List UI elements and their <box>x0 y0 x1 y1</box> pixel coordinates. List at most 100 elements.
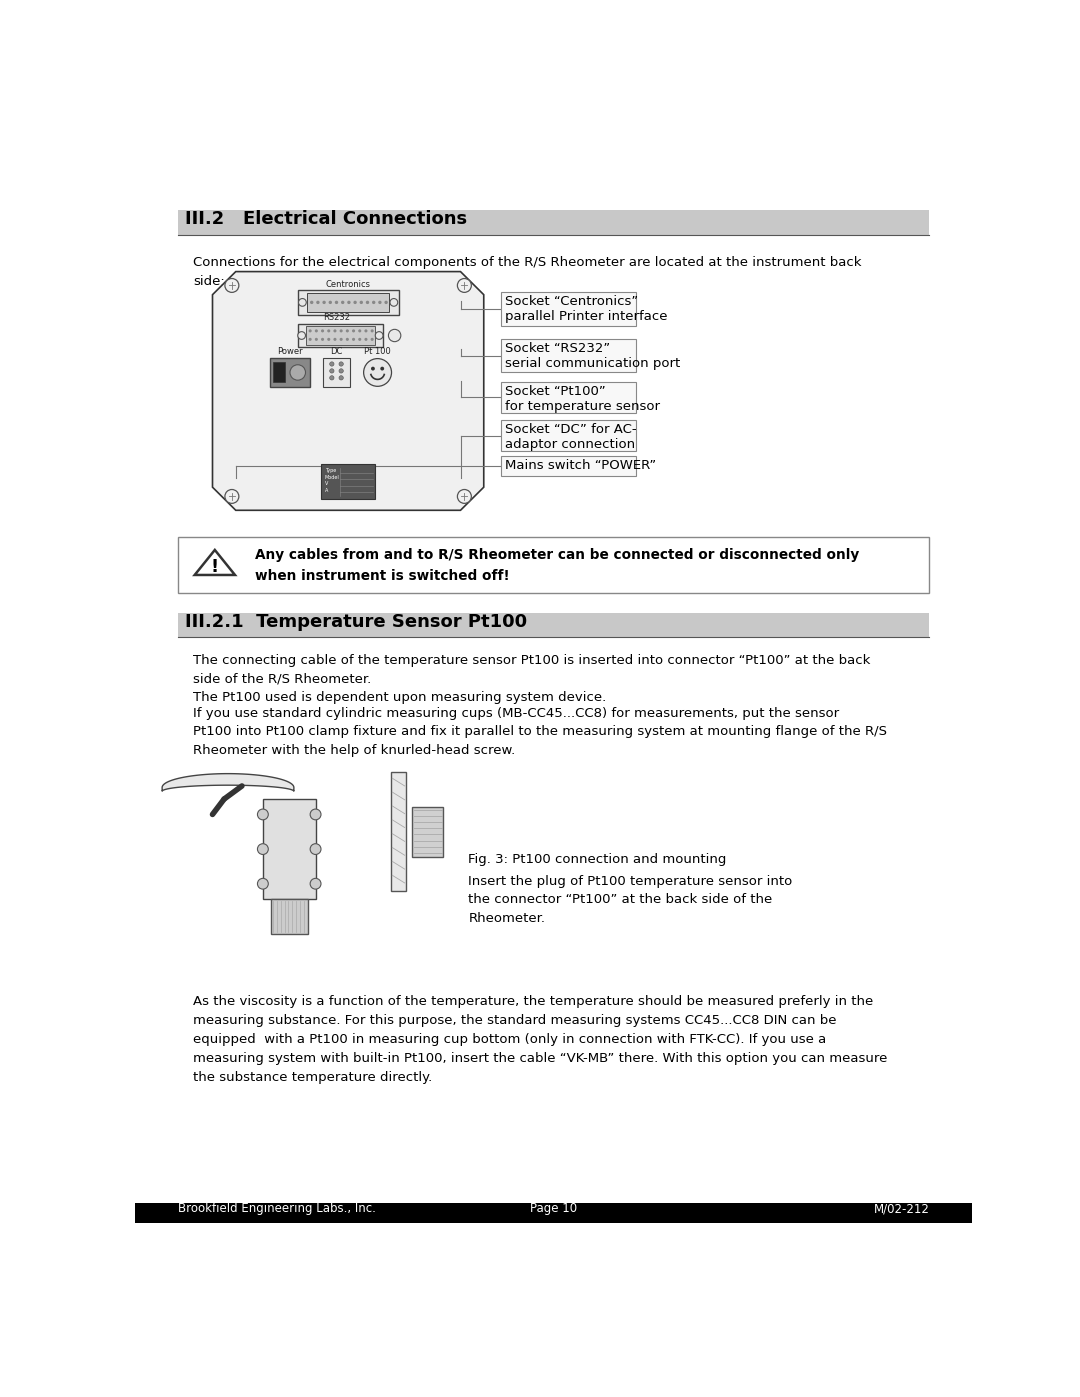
Circle shape <box>372 366 375 370</box>
Circle shape <box>352 338 355 341</box>
Text: Mains switch “POWER”: Mains switch “POWER” <box>504 460 656 472</box>
Circle shape <box>334 330 337 332</box>
Circle shape <box>347 300 351 305</box>
Circle shape <box>390 299 397 306</box>
Circle shape <box>359 330 362 332</box>
Text: Socket “DC” for AC-
adaptor connection: Socket “DC” for AC- adaptor connection <box>504 423 636 451</box>
Text: RS232: RS232 <box>323 313 350 323</box>
Text: Type
Model
V
A: Type Model V A <box>325 468 339 493</box>
Circle shape <box>327 330 330 332</box>
Polygon shape <box>162 774 294 791</box>
Circle shape <box>225 278 239 292</box>
Circle shape <box>309 338 312 341</box>
Circle shape <box>384 300 388 305</box>
Polygon shape <box>213 271 484 510</box>
Bar <box>413 806 444 856</box>
Circle shape <box>329 376 334 380</box>
Circle shape <box>341 300 345 305</box>
Bar <box>501 292 636 327</box>
Circle shape <box>364 338 367 341</box>
Bar <box>306 327 375 345</box>
Text: Pt 100: Pt 100 <box>364 348 391 356</box>
Circle shape <box>339 338 342 341</box>
Circle shape <box>378 300 381 305</box>
Bar <box>323 358 350 387</box>
Text: Socket “RS232”
serial communication port: Socket “RS232” serial communication port <box>504 342 680 370</box>
Text: The connecting cable of the temperature sensor Pt100 is inserted into connector : The connecting cable of the temperature … <box>193 654 870 704</box>
Circle shape <box>458 278 471 292</box>
Text: As the viscosity is a function of the temperature, the temperature should be mea: As the viscosity is a function of the te… <box>193 996 888 1084</box>
Bar <box>262 799 315 900</box>
Text: If you use standard cylindric measuring cups (MB-CC45...CC8) for measurements, p: If you use standard cylindric measuring … <box>193 707 887 757</box>
Circle shape <box>257 809 268 820</box>
Circle shape <box>366 300 369 305</box>
Text: Centronics: Centronics <box>326 279 370 289</box>
Bar <box>501 457 636 476</box>
Bar <box>135 1203 972 1222</box>
Circle shape <box>372 300 376 305</box>
Circle shape <box>310 809 321 820</box>
Bar <box>271 900 308 933</box>
Circle shape <box>310 879 321 888</box>
Circle shape <box>346 330 349 332</box>
Bar <box>501 338 636 373</box>
Circle shape <box>334 338 337 341</box>
Text: Fig. 3: Pt100 connection and mounting: Fig. 3: Pt100 connection and mounting <box>469 854 727 866</box>
Text: Socket “Pt100”
for temperature sensor: Socket “Pt100” for temperature sensor <box>504 384 660 412</box>
Circle shape <box>360 300 363 305</box>
Bar <box>501 381 636 412</box>
Text: III.2.1  Temperature Sensor Pt100: III.2.1 Temperature Sensor Pt100 <box>186 613 527 631</box>
Circle shape <box>353 300 356 305</box>
Text: DC: DC <box>330 348 342 356</box>
Circle shape <box>309 330 312 332</box>
Circle shape <box>352 330 355 332</box>
Text: !: ! <box>211 557 219 576</box>
Text: Insert the plug of Pt100 temperature sensor into
the connector “Pt100” at the ba: Insert the plug of Pt100 temperature sen… <box>469 875 793 925</box>
Circle shape <box>329 362 334 366</box>
Circle shape <box>323 300 326 305</box>
Circle shape <box>329 369 334 373</box>
Bar <box>270 358 310 387</box>
Text: Power: Power <box>278 348 302 356</box>
Circle shape <box>339 330 342 332</box>
Text: M/02-212: M/02-212 <box>874 1203 930 1215</box>
Text: Page 10: Page 10 <box>530 1203 577 1215</box>
Circle shape <box>291 365 306 380</box>
Circle shape <box>298 299 307 306</box>
Circle shape <box>257 879 268 888</box>
Circle shape <box>310 844 321 855</box>
Bar <box>391 773 406 891</box>
Circle shape <box>339 369 343 373</box>
Circle shape <box>364 330 367 332</box>
Circle shape <box>370 330 374 332</box>
Bar <box>321 464 375 499</box>
Circle shape <box>370 338 374 341</box>
Circle shape <box>389 330 401 342</box>
Circle shape <box>225 489 239 503</box>
Bar <box>298 324 383 346</box>
Text: Connections for the electrical components of the R/S Rheometer are located at th: Connections for the electrical component… <box>193 256 862 288</box>
Bar <box>177 538 930 592</box>
Bar <box>273 362 285 383</box>
Text: Brookfield Engineering Labs., Inc.: Brookfield Engineering Labs., Inc. <box>177 1203 376 1215</box>
Text: Any cables from and to R/S Rheometer can be connected or disconnected only
when : Any cables from and to R/S Rheometer can… <box>255 548 860 583</box>
Circle shape <box>298 331 306 339</box>
Bar <box>298 291 399 314</box>
Circle shape <box>346 338 349 341</box>
Circle shape <box>375 331 383 339</box>
Circle shape <box>327 338 330 341</box>
Circle shape <box>364 359 392 387</box>
Circle shape <box>314 330 318 332</box>
Circle shape <box>316 300 320 305</box>
Circle shape <box>380 366 384 370</box>
Polygon shape <box>194 550 235 576</box>
Circle shape <box>458 489 471 503</box>
Circle shape <box>321 330 324 332</box>
Circle shape <box>335 300 338 305</box>
Circle shape <box>339 362 343 366</box>
Circle shape <box>310 300 313 305</box>
Circle shape <box>321 338 324 341</box>
Text: Socket “Centronics”
parallel Printer interface: Socket “Centronics” parallel Printer int… <box>504 295 667 324</box>
Circle shape <box>339 376 343 380</box>
Circle shape <box>314 338 318 341</box>
